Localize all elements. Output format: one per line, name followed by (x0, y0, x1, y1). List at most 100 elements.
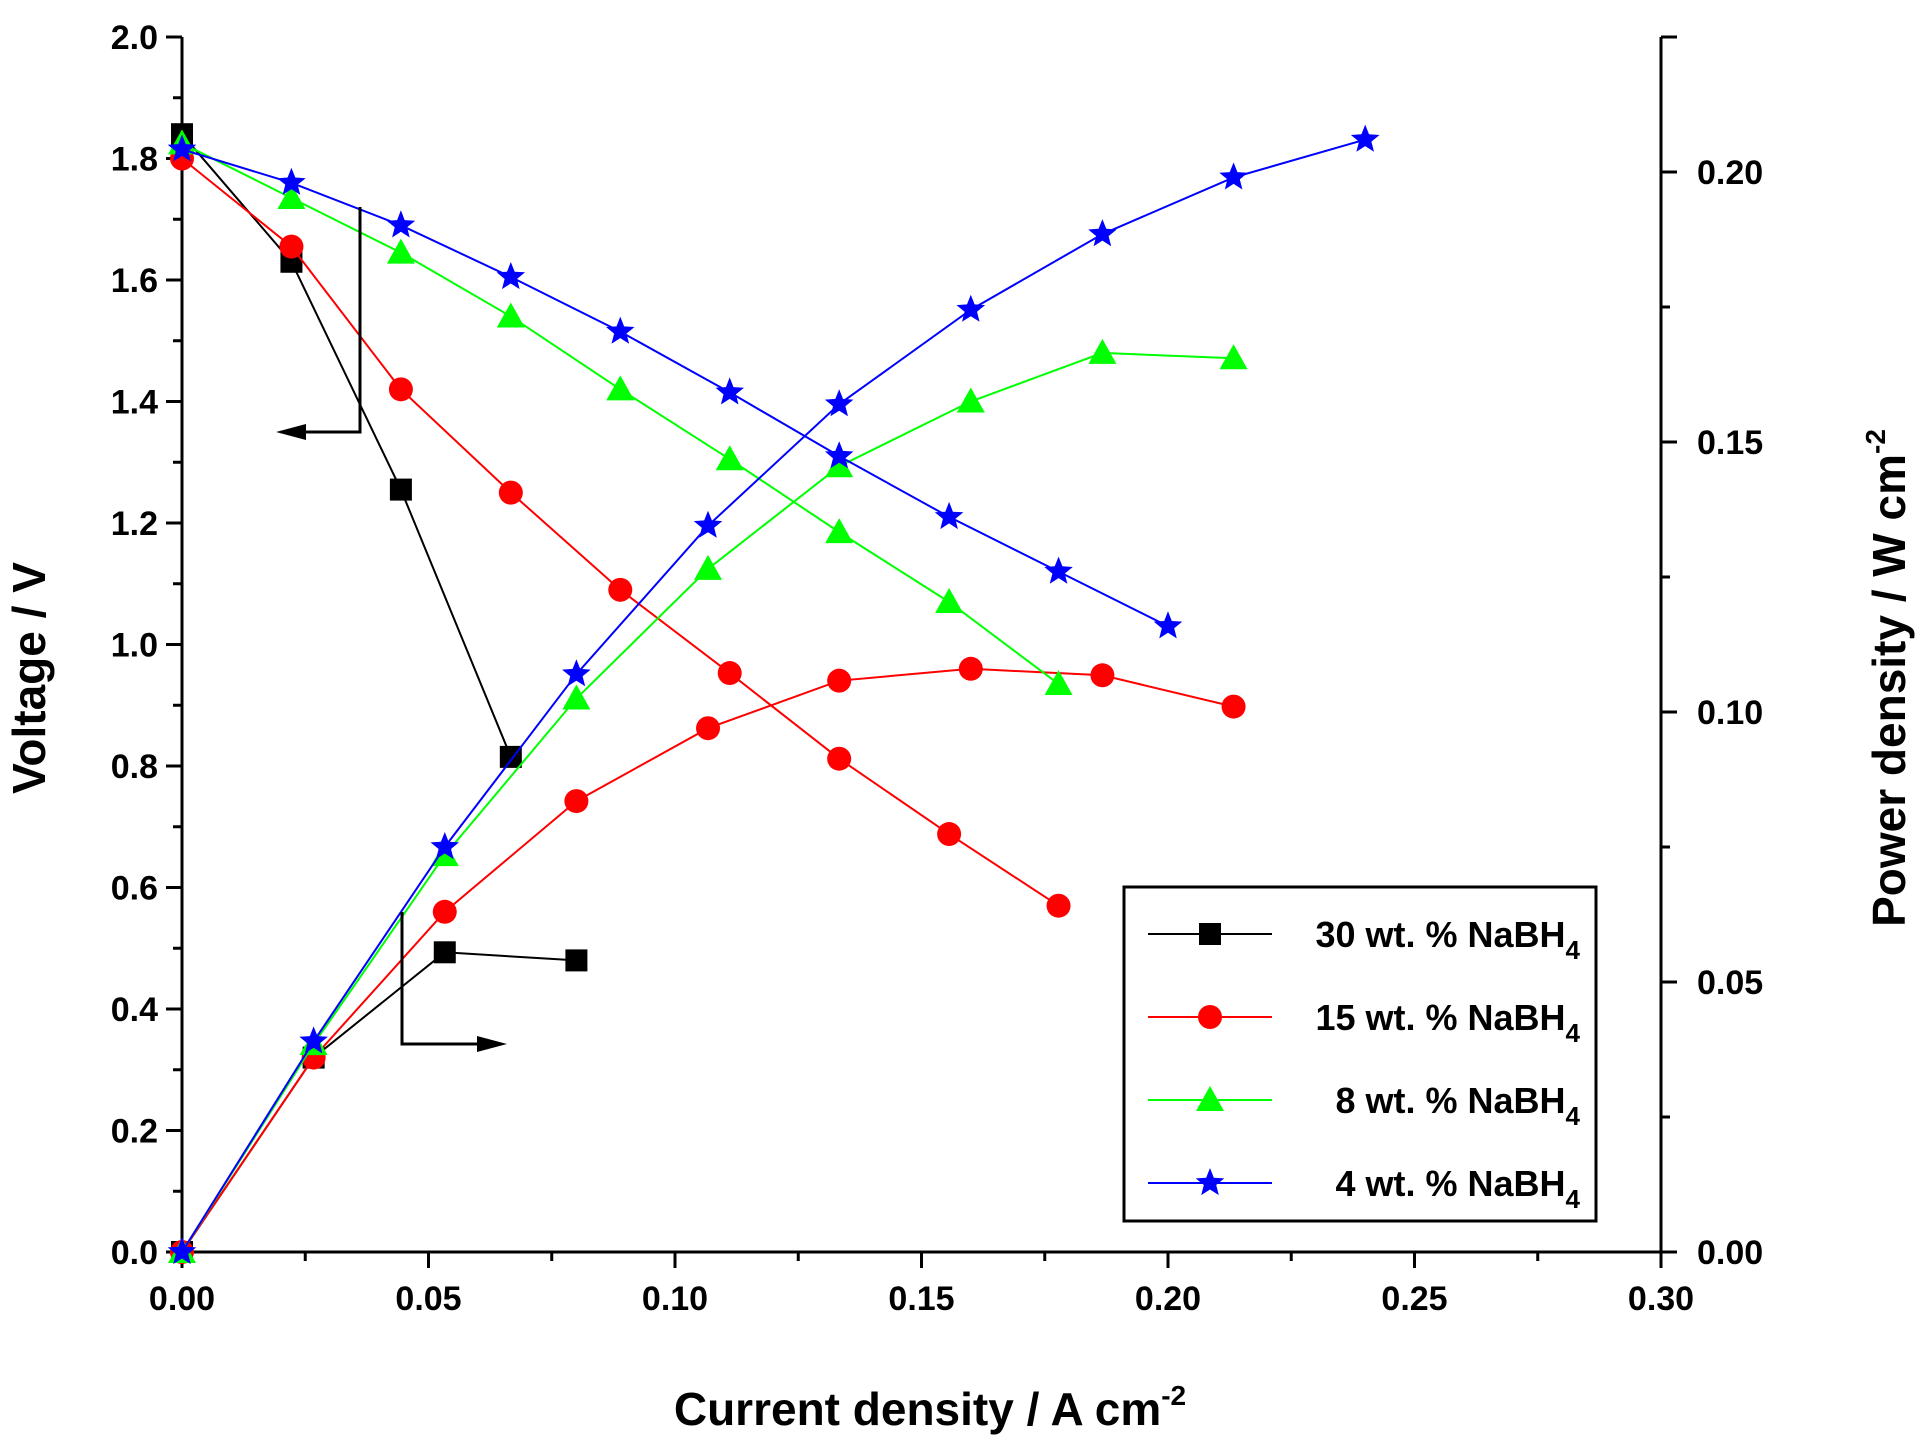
power-point (430, 832, 459, 860)
voltage-point (498, 480, 523, 505)
voltage-point (496, 262, 526, 290)
left-axis-arrowhead (276, 424, 306, 440)
x-tick-label: 0.00 (149, 1280, 215, 1318)
voltage-point (825, 518, 854, 544)
power-point (1219, 344, 1248, 370)
power-point (1088, 338, 1117, 364)
y-left-tick-label: 1.8 (111, 141, 158, 179)
voltage-point (1044, 556, 1073, 584)
power-point (1221, 694, 1246, 719)
voltage-point (606, 316, 635, 344)
voltage-point (277, 167, 306, 195)
series-3 (167, 124, 1380, 1265)
axes: 0.00 0.05 0.10 0.15 0.20 0.25 0.30 0.0 0.2 0.4 0.6… (111, 19, 1763, 1318)
legend-label-main: 4 wt. % NaBH (1335, 1163, 1565, 1204)
series-0 (171, 123, 588, 1263)
voltage-point (717, 661, 742, 686)
legend-label: 30 wt. % NaBH4 (1315, 914, 1580, 965)
voltage-point (937, 822, 962, 847)
power-point (562, 659, 591, 687)
legend-label-main: 30 wt. % NaBH (1315, 914, 1565, 955)
x-tick-label: 0.25 (1381, 1280, 1447, 1318)
voltage-point (606, 375, 635, 401)
x-tick-label: 0.15 (888, 1280, 954, 1318)
power-point (432, 899, 457, 924)
legend-label-sub: 4 (1566, 1184, 1581, 1214)
power-point (1350, 124, 1380, 152)
axis-indicator-arrows (276, 207, 507, 1052)
series-2 (168, 129, 1248, 1263)
voltage-point (277, 183, 306, 209)
y-right-tick-label: 0.15 (1697, 424, 1763, 462)
legend-marker (1195, 1168, 1225, 1196)
voltage-line (181, 133, 512, 758)
power-point (562, 684, 591, 710)
legend-item-3: 4 wt. % NaBH4 (1148, 1163, 1581, 1214)
voltage-point (934, 501, 964, 530)
power-point (1090, 663, 1115, 688)
legend-marker (1199, 923, 1221, 945)
legend-label-main: 15 wt. % NaBH (1315, 997, 1565, 1038)
y-axis-title-right: Power density / W cm-2 (1860, 429, 1915, 927)
x-tick-label: 0.10 (642, 1280, 708, 1318)
voltage-point (389, 478, 412, 501)
power-point (956, 294, 986, 322)
voltage-point (608, 577, 633, 602)
voltage-point (386, 238, 415, 264)
legend-label-sub: 4 (1566, 1101, 1581, 1131)
power-point (824, 389, 854, 417)
power-line (181, 351, 1234, 1253)
y-left-tick-label: 2.0 (111, 19, 158, 57)
voltage-point (167, 134, 197, 162)
x-tick-label: 0.05 (395, 1280, 461, 1318)
legend-item-0: 30 wt. % NaBH4 (1148, 914, 1581, 965)
power-point (956, 387, 985, 413)
left-axis-arrow (295, 207, 362, 434)
voltage-point (827, 746, 852, 771)
y-left-tick-label: 0.4 (111, 991, 158, 1029)
legend-label: 8 wt. % NaBH4 (1335, 1080, 1580, 1131)
voltage-point (715, 445, 744, 471)
voltage-point (1044, 669, 1073, 695)
power-point (299, 1026, 328, 1054)
power-point (825, 452, 854, 478)
right-axis-arrow (400, 912, 490, 1046)
y-right-tick-label: 0.05 (1697, 964, 1763, 1002)
x-axis-title: Current density / A cm-2 (674, 1380, 1186, 1435)
y-left-tick-label: 1.0 (111, 627, 158, 665)
legend-label: 15 wt. % NaBH4 (1315, 997, 1580, 1048)
power-point (827, 668, 852, 693)
x-tick-label: 0.20 (1135, 1280, 1201, 1318)
power-line (181, 951, 577, 1253)
voltage-point (935, 587, 964, 613)
y-axis-title-left: Voltage / V (3, 562, 55, 794)
right-axis-arrowhead (477, 1036, 507, 1052)
voltage-line (181, 157, 1060, 907)
power-point (565, 949, 588, 972)
y-left-tick-label: 1.6 (111, 262, 158, 300)
voltage-point (1153, 611, 1183, 639)
voltage-point (386, 210, 416, 238)
y-left-tick-label: 1.4 (111, 384, 158, 422)
legend-label: 4 wt. % NaBH4 (1335, 1163, 1580, 1214)
voltage-line (181, 148, 1169, 628)
power-point (958, 656, 983, 681)
power-line (181, 138, 1366, 1253)
power-point (564, 789, 589, 814)
power-point (696, 716, 721, 741)
power-point (167, 1237, 197, 1265)
power-point (1088, 219, 1117, 247)
y-left-tick-label: 1.2 (111, 505, 158, 543)
voltage-point (388, 377, 413, 402)
voltage-point (279, 234, 304, 259)
voltage-line (181, 142, 1060, 685)
legend-marker (1198, 1005, 1222, 1029)
legend-item-1: 15 wt. % NaBH4 (1148, 997, 1581, 1048)
power-point (694, 554, 723, 580)
voltage-point (824, 441, 854, 469)
x-tick-label: 0.30 (1628, 1280, 1694, 1318)
voltage-point (715, 377, 744, 405)
power-point (1219, 162, 1248, 190)
voltage-point (499, 745, 522, 768)
